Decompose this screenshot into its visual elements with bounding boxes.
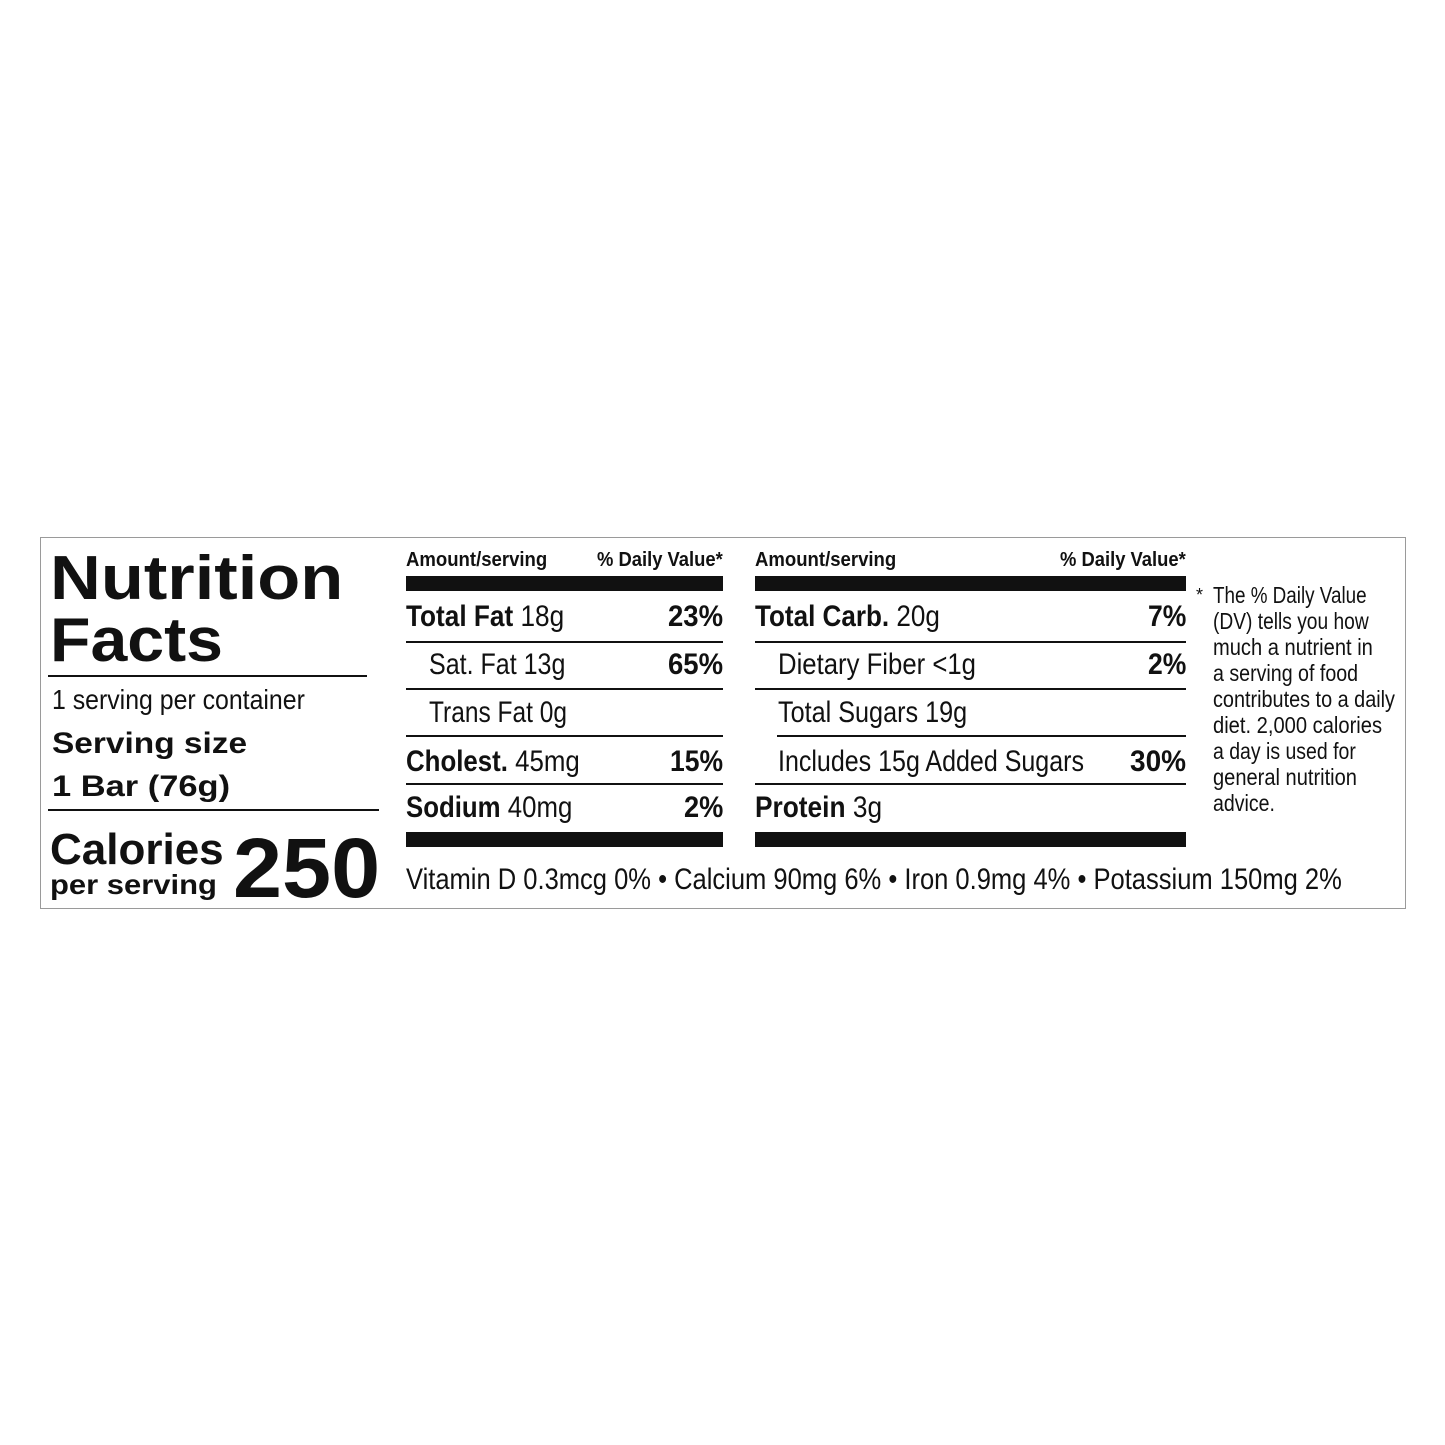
daily-value-header: % Daily Value*	[597, 549, 723, 571]
footnote-line: advice.	[1213, 790, 1275, 816]
added-sugars-row: Includes 15g Added Sugars	[778, 745, 1084, 778]
divider	[406, 783, 723, 785]
divider	[755, 641, 1186, 643]
total-fat-dv: 23%	[668, 600, 724, 633]
total-carb-row: Total Carb. 20g	[755, 602, 940, 632]
total-carb-dv: 7%	[1148, 600, 1187, 633]
cholesterol-row: Cholest. 45mg	[406, 747, 580, 777]
total-fat-row: Total Fat 18g	[406, 602, 564, 632]
nutrient-amount: 20g	[889, 600, 940, 633]
divider	[755, 783, 1186, 785]
nutrient-label: Cholest.	[406, 745, 508, 778]
sodium-row: Sodium 40mg	[406, 793, 572, 823]
thick-divider	[406, 576, 723, 591]
calories-per-serving-label: per serving	[50, 869, 217, 900]
amount-header: Amount/serving	[406, 549, 548, 571]
added-sugars-dv: 30%	[1130, 745, 1187, 778]
title-facts: Facts	[50, 606, 223, 675]
footnote-line: a serving of food	[1213, 660, 1359, 686]
micronutrients-line: Vitamin D 0.3mcg 0% • Calcium 90mg 6% • …	[406, 863, 1342, 896]
sat-fat-dv: 65%	[668, 648, 724, 681]
footnote-line: much a nutrient in	[1213, 634, 1373, 660]
nutrient-amount: 40mg	[500, 791, 573, 824]
thick-divider	[406, 832, 723, 847]
nutrition-facts-panel	[40, 537, 1406, 909]
trans-fat-row: Trans Fat 0g	[429, 696, 567, 729]
sat-fat-row: Sat. Fat 13g	[429, 648, 566, 681]
title-nutrition: Nutrition	[50, 544, 344, 613]
nutrient-label: Protein	[755, 791, 846, 824]
nutrient-amount: 45mg	[507, 745, 580, 778]
sodium-dv: 2%	[684, 791, 724, 824]
footnote-line: a day is used for	[1213, 738, 1356, 764]
dietary-fiber-dv: 2%	[1148, 648, 1187, 681]
total-sugars-row: Total Sugars 19g	[778, 696, 968, 729]
divider	[406, 735, 723, 737]
footnote-line: (DV) tells you how	[1213, 608, 1369, 634]
nutrient-label: Total Carb.	[755, 600, 890, 633]
calories-value: 250	[233, 821, 381, 915]
thick-divider	[755, 576, 1186, 591]
nutrient-label: Total Fat	[406, 600, 514, 633]
serving-size-value: 1 Bar (76g)	[52, 770, 231, 803]
nutrient-amount: 3g	[845, 791, 883, 824]
divider	[48, 675, 367, 677]
daily-value-header: % Daily Value*	[1060, 549, 1186, 571]
nutrient-label: Sodium	[406, 791, 501, 824]
thick-divider	[755, 832, 1186, 847]
footnote-line: general nutrition	[1213, 764, 1357, 790]
servings-per-container: 1 serving per container	[52, 684, 305, 715]
footnote-line: diet. 2,000 calories	[1213, 712, 1383, 738]
nutrient-amount: 18g	[513, 600, 565, 633]
divider	[48, 809, 379, 811]
cholesterol-dv: 15%	[670, 745, 724, 778]
calories-label: Calories	[50, 825, 224, 874]
amount-header: Amount/serving	[755, 549, 897, 571]
protein-row: Protein 3g	[755, 793, 882, 823]
dietary-fiber-row: Dietary Fiber <1g	[778, 648, 976, 681]
divider	[777, 735, 1186, 737]
divider	[755, 688, 1186, 690]
footnote-line: The % Daily Value	[1213, 582, 1367, 608]
footnote-line: contributes to a daily	[1213, 686, 1395, 712]
divider	[406, 688, 723, 690]
divider	[406, 641, 723, 643]
footnote-asterisk: *	[1196, 585, 1204, 605]
serving-size-label: Serving size	[52, 727, 248, 760]
